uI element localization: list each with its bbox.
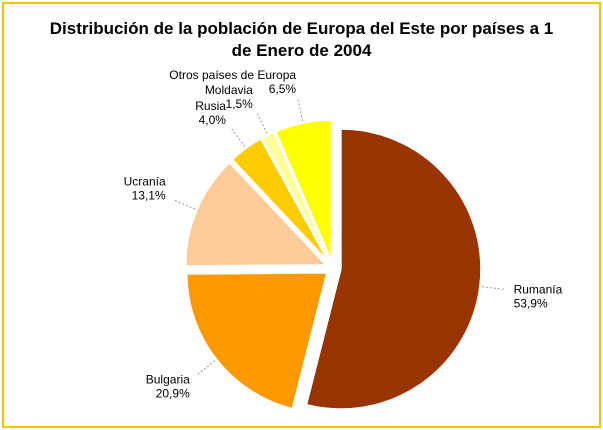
- leader-line: [297, 99, 304, 122]
- leader-line: [256, 113, 268, 134]
- slice-value-label: 20,9%: [156, 386, 190, 400]
- pie-slice: [274, 119, 333, 261]
- pie-slice: [185, 272, 328, 410]
- slice-value-label: 6,5%: [269, 82, 297, 96]
- slice-label: Ucranía: [124, 175, 166, 189]
- slice-label: Rusia: [195, 99, 226, 113]
- slice-label: Rumanía: [514, 283, 563, 297]
- slice-label: Moldavia: [205, 83, 253, 97]
- leader-line: [174, 199, 196, 210]
- pie-slice: [260, 131, 331, 262]
- pie-slice: [305, 128, 482, 410]
- pie-slice: [231, 137, 329, 263]
- slice-value-label: 53,9%: [514, 297, 548, 311]
- slice-value-label: 1,5%: [225, 97, 253, 111]
- slice-label: Bulgaria: [146, 372, 190, 386]
- pie-slice: [184, 161, 328, 267]
- leader-line: [197, 360, 216, 375]
- leader-line: [481, 286, 504, 290]
- slice-value-label: 4,0%: [199, 113, 227, 127]
- chart-title: Distribución de la población de Europa d…: [49, 19, 554, 60]
- slice-label: Otros países de Europa: [169, 68, 296, 82]
- leader-line: [231, 128, 246, 147]
- slice-value-label: 13,1%: [132, 189, 166, 203]
